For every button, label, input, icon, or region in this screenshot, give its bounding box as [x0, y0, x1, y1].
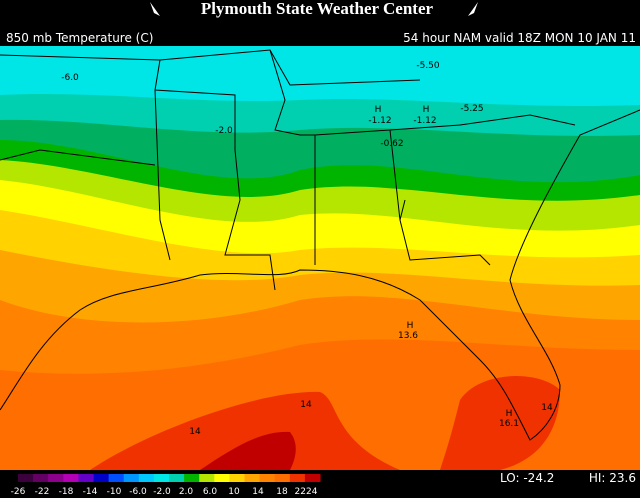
legend-label: -2.0 [153, 487, 171, 497]
legend-label: 2.0 [179, 487, 194, 497]
contour-label: 13.6 [398, 331, 418, 341]
legend-swatch [93, 474, 110, 482]
valid-time: 54 hour NAM valid 18Z MON 10 JAN 11 [403, 31, 636, 45]
high-marker: H [423, 105, 430, 115]
legend-label: -10 [107, 487, 122, 497]
legend-label: 18 [276, 487, 288, 497]
contour-label: -0.62 [380, 139, 403, 149]
title: Plymouth State Weather Center [201, 0, 434, 18]
legend-swatch [123, 474, 140, 482]
legend-label: -6.0 [129, 487, 147, 497]
high-value: HI: 23.6 [589, 471, 636, 485]
legend-swatch [138, 474, 155, 482]
legend-swatch [289, 474, 306, 482]
high-marker: H [506, 409, 513, 419]
legend-swatch [184, 474, 200, 482]
contour-label: -5.25 [460, 104, 483, 114]
contour-label: -1.12 [368, 116, 391, 126]
legend-label: 10 [228, 487, 240, 497]
legend-swatch [214, 474, 230, 482]
legend-swatch [33, 474, 49, 482]
contour-label: -1.12 [413, 116, 436, 126]
legend-label: -18 [59, 487, 74, 497]
legend-swatch [169, 474, 185, 482]
contour-label: 14 [189, 427, 201, 437]
legend-label: 14 [252, 487, 264, 497]
contour-label: -2.0 [215, 126, 233, 136]
legend-label: -26 [11, 487, 26, 497]
legend-swatch [199, 474, 215, 482]
legend-swatch [244, 474, 261, 482]
legend-swatch [153, 474, 170, 482]
state-borders [0, 49, 576, 291]
band [90, 376, 560, 470]
legend-swatch [229, 474, 245, 482]
low-value: LO: -24.2 [500, 471, 554, 485]
legend-swatch [304, 474, 321, 482]
field-label: 850 mb Temperature (C) [6, 31, 153, 45]
legend-label: -14 [83, 487, 98, 497]
legend-label: 2224 [295, 487, 318, 497]
legend-label: -22 [35, 487, 50, 497]
coastline [0, 109, 640, 441]
map-area: -6.0 -5.50 -2.0 H -1.12 H -1.12 -5.25 -0… [0, 46, 640, 471]
contour-label: 14 [300, 400, 312, 410]
contour-label: 16.1 [499, 419, 519, 429]
contour-label: -6.0 [61, 73, 79, 83]
legend-swatch [18, 474, 34, 482]
legend-label: 6.0 [203, 487, 218, 497]
band [200, 431, 296, 470]
legend-swatch [78, 474, 94, 482]
high-marker: H [407, 321, 414, 331]
contour-label: -5.50 [416, 61, 440, 71]
legend-swatch [63, 474, 79, 482]
high-marker: H [375, 105, 382, 115]
contour-label: 14 [541, 403, 553, 413]
legend-swatch [259, 474, 276, 482]
color-legend: -26 -22 -18 -14 -10 -6.0 -2.0 2.0 6.0 10 14 18 2224 [11, 474, 321, 497]
legend-swatch [274, 474, 291, 482]
legend-swatch [108, 474, 125, 482]
legend-swatch [48, 474, 64, 482]
